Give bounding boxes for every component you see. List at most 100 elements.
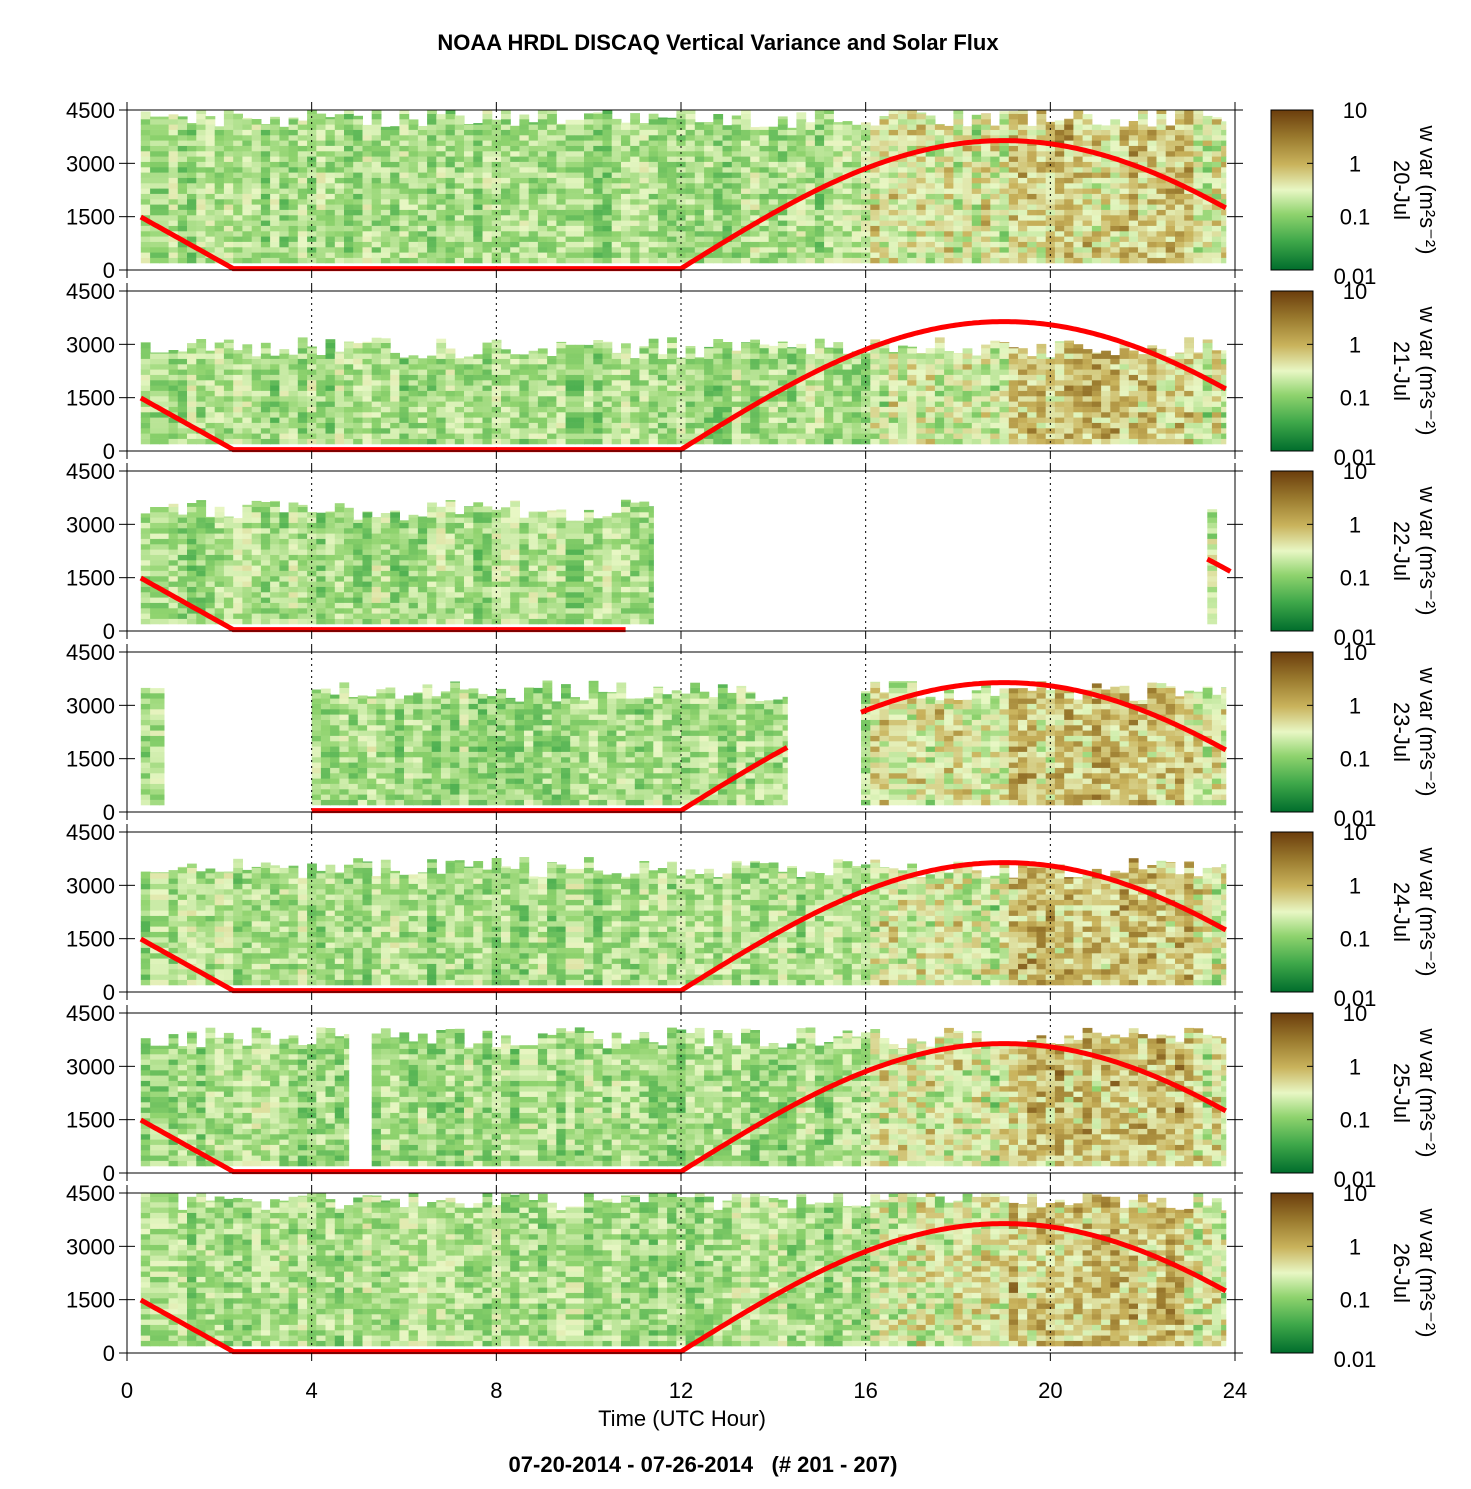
heat-cell [353, 395, 363, 402]
heat-cell [694, 390, 705, 397]
heat-cell [187, 358, 197, 365]
heat-cell [334, 172, 345, 178]
heat-cell [934, 225, 945, 232]
heat-cell [233, 209, 243, 216]
heat-cell [990, 129, 1001, 136]
heat-cell [888, 363, 899, 370]
heat-cell [574, 417, 585, 423]
heat-cell [805, 214, 816, 221]
heat-cell [196, 379, 207, 386]
heat-cell [473, 124, 484, 130]
heat-cell [251, 150, 262, 157]
heat-cell [408, 379, 419, 386]
heat-cell [851, 395, 862, 402]
heat-cell [667, 342, 677, 349]
heat-cell [944, 401, 954, 407]
heat-cell [971, 166, 982, 173]
heat-cell [150, 411, 160, 418]
heat-cell [648, 395, 659, 402]
heat-cell [888, 188, 899, 194]
heat-cell [574, 156, 585, 162]
heat-cell [851, 177, 862, 184]
heat-cell [648, 390, 659, 397]
heat-cell [399, 113, 410, 120]
heat-cell [999, 209, 1010, 216]
heat-cell [1119, 188, 1130, 194]
heat-cell [528, 225, 539, 232]
heat-cell [399, 156, 410, 162]
heat-cell [510, 225, 520, 232]
heat-cell [731, 422, 742, 429]
heat-cell [371, 124, 382, 130]
heat-cell [380, 209, 391, 216]
heat-cell [334, 395, 345, 402]
heat-cell [898, 347, 908, 354]
heat-cell [316, 204, 327, 210]
heat-cell [971, 150, 982, 157]
heat-cell [851, 145, 862, 152]
heat-cell [214, 236, 225, 242]
heat-cell [833, 193, 844, 200]
heat-cell [1138, 182, 1148, 189]
heat-cell [260, 411, 271, 418]
heat-cell [990, 134, 1001, 141]
heat-cell [870, 177, 881, 184]
heat-cell [796, 161, 807, 168]
heat-cell [297, 241, 308, 248]
heat-cell [279, 129, 290, 136]
heat-cell [833, 182, 844, 189]
heat-cell [934, 427, 945, 434]
heat-cell [944, 411, 954, 418]
heat-cell [796, 124, 807, 130]
heat-cell [519, 252, 530, 258]
heat-cell [796, 166, 807, 173]
heat-cell [556, 188, 567, 194]
heat-cell [833, 241, 844, 248]
heat-cell [574, 374, 585, 381]
heat-cell [657, 390, 668, 397]
heat-cell [704, 225, 714, 232]
heat-cell [1036, 257, 1047, 264]
heat-cell [648, 134, 659, 141]
heat-cell [159, 257, 170, 264]
heat-cell [1138, 230, 1148, 237]
heat-cell [556, 161, 567, 168]
heat-cell [408, 182, 419, 189]
heat-cell [408, 188, 419, 194]
heat-cell [371, 204, 382, 210]
heat-cell [242, 230, 253, 237]
heat-cell [519, 401, 530, 407]
heat-cell [787, 214, 797, 221]
heat-cell [814, 113, 825, 120]
heat-cell [214, 129, 225, 136]
heat-cell [953, 353, 964, 354]
heat-cell [621, 252, 631, 258]
heat-cell [768, 214, 779, 221]
heat-cell [962, 134, 973, 141]
heat-cell [667, 246, 677, 253]
heat-cell [722, 379, 733, 386]
heat-cell [288, 118, 299, 125]
heat-cell [547, 150, 557, 157]
heat-cell [325, 241, 336, 248]
heat-cell [297, 214, 308, 221]
heat-cell [279, 433, 290, 439]
heat-cell [1036, 241, 1047, 248]
heat-cell [491, 374, 502, 381]
heat-cell [657, 252, 668, 258]
heat-cell [704, 363, 714, 370]
heat-cell [233, 422, 243, 429]
heat-cell [214, 379, 225, 386]
heat-cell [925, 390, 936, 397]
heat-cell [427, 369, 437, 375]
heat-cell [362, 166, 373, 173]
heat-cell [981, 241, 991, 248]
heat-cell [473, 379, 484, 386]
heat-cell [962, 172, 973, 178]
heat-cell [353, 193, 363, 200]
heat-cell [270, 257, 280, 264]
heat-cell [962, 374, 973, 381]
heat-cell [260, 230, 271, 237]
heat-cell [1036, 209, 1047, 216]
heat-cell [888, 390, 899, 397]
